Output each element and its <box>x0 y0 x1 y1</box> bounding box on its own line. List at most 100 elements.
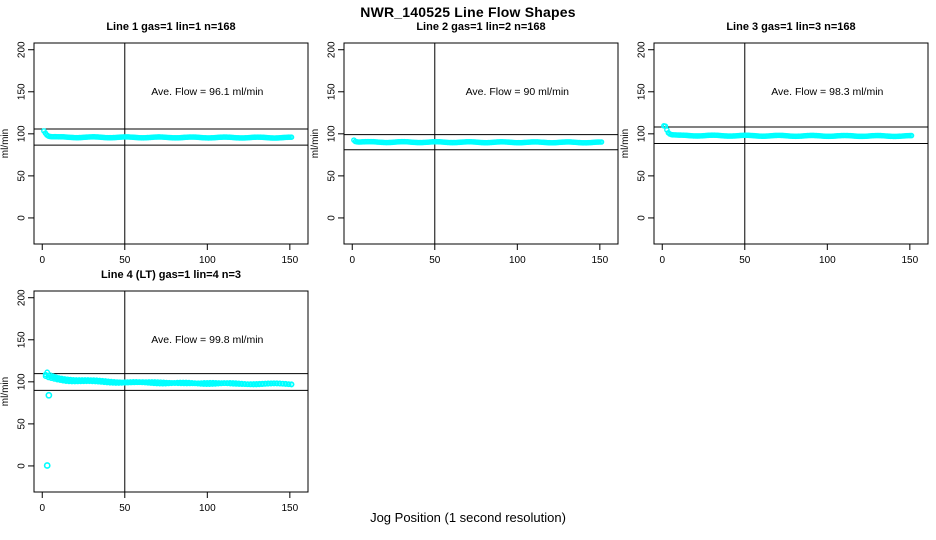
x-tick-label: 150 <box>281 255 298 266</box>
panel-line1: Line 1 gas=1 lin=1 n=168 0 50 100 150 200 0 50… <box>0 21 312 269</box>
data-point <box>117 379 123 386</box>
data-point <box>253 380 260 387</box>
x-tick-label: 0 <box>39 255 45 266</box>
data-point <box>102 378 109 384</box>
data-point <box>85 377 91 383</box>
data-point <box>233 381 240 387</box>
outlier-point <box>43 462 51 469</box>
data-point <box>79 377 85 383</box>
x-tick-label: 100 <box>819 255 836 266</box>
outlier-points <box>43 391 53 469</box>
y-tick-label: 50 <box>17 170 28 182</box>
x-tick-label: 150 <box>901 255 918 266</box>
data-point <box>44 369 51 376</box>
line1-flow <box>41 128 295 141</box>
y-tick-label: 150 <box>327 83 338 100</box>
data-point <box>50 373 56 379</box>
data-point <box>288 381 295 388</box>
ave-flow-annotation: Ave. Flow = 98.3 ml/min <box>771 86 883 98</box>
data-point <box>125 379 132 386</box>
y-tick-label: 150 <box>637 83 648 100</box>
data-point <box>108 378 114 385</box>
axes <box>338 42 619 250</box>
x-tick-label: 50 <box>119 255 131 266</box>
data-point <box>58 375 65 382</box>
reference-lines <box>34 291 308 492</box>
data-point <box>250 381 257 387</box>
data-point <box>271 380 277 387</box>
data-point <box>140 379 146 385</box>
y-tick-label: 0 <box>327 215 338 221</box>
x-tick-label: 50 <box>739 255 751 266</box>
data-point <box>175 380 181 387</box>
data-point <box>288 134 295 140</box>
x-tick-label: 100 <box>199 255 216 266</box>
y-axis-label: ml/min <box>620 129 631 158</box>
axes <box>648 42 929 250</box>
data-point <box>73 377 80 383</box>
data-point <box>236 381 242 387</box>
tick-labels: 0 50 100 150 200 0 50 100 150 ml/min <box>0 41 299 266</box>
data-point <box>163 379 170 386</box>
data-point <box>908 132 915 139</box>
axes <box>28 290 309 498</box>
data-point <box>224 380 231 387</box>
panel-line2: Line 2 gas=1 lin=2 n=168 0 50 100 150 200 0 50… <box>310 21 622 269</box>
data-point <box>215 380 222 386</box>
x-tick-label: 50 <box>119 503 131 514</box>
data-point <box>262 380 269 387</box>
tick-labels: 0 50 100 150 200 0 50 100 150 ml/min <box>0 289 299 514</box>
y-axis-label: ml/min <box>0 377 11 406</box>
data-point <box>195 380 202 386</box>
y-tick-label: 200 <box>637 41 648 58</box>
data-point <box>279 380 286 387</box>
x-axis-label: Jog Position (1 second resolution) <box>370 510 566 525</box>
data-point <box>247 381 254 387</box>
panel-line4-chart: 0 50 100 150 200 0 50 100 150 ml/min Ave. Flow = 9… <box>0 289 309 514</box>
data-point <box>213 379 219 386</box>
data-point <box>114 379 120 385</box>
data-point <box>111 378 117 385</box>
data-point <box>146 379 152 385</box>
data-point <box>149 379 155 385</box>
panel-line3-chart: 0 50 100 150 200 0 50 100 150 ml/min Ave. Flow = 9… <box>620 41 929 266</box>
data-point <box>218 380 225 386</box>
data-point <box>265 380 272 387</box>
data-point <box>47 372 53 378</box>
line3-flow <box>661 123 915 140</box>
data-point <box>61 376 68 382</box>
data-point <box>204 379 210 386</box>
panel-line2-chart: 0 50 100 150 200 0 50 100 150 ml/min Ave. Flow = 9… <box>310 41 619 266</box>
data-point <box>277 380 283 387</box>
y-tick-label: 50 <box>637 170 648 182</box>
y-tick-label: 100 <box>17 373 28 390</box>
data-point <box>99 377 106 384</box>
x-tick-label: 150 <box>591 255 608 266</box>
data-point <box>268 380 274 387</box>
panel-line4-title: Line 4 (LT) gas=1 lin=4 n=3 <box>100 269 242 281</box>
data-point <box>239 381 245 387</box>
data-point <box>227 380 234 387</box>
data-point <box>192 380 199 387</box>
tick-labels: 0 50 100 150 200 0 50 100 150 ml/min <box>620 41 919 266</box>
y-tick-label: 150 <box>17 331 28 348</box>
data-point <box>122 379 129 386</box>
data-point <box>152 379 158 385</box>
data-point <box>242 381 248 388</box>
data-point <box>64 376 71 383</box>
y-axis-label: ml/min <box>0 129 11 158</box>
outlier-point <box>45 391 53 399</box>
data-point <box>183 380 190 387</box>
data-point <box>198 380 205 386</box>
data-point <box>67 376 74 383</box>
data-point <box>245 381 251 387</box>
ave-flow-annotation: Ave. Flow = 96.1 ml/min <box>151 86 263 98</box>
y-tick-label: 150 <box>17 83 28 100</box>
reference-lines <box>654 43 928 244</box>
data-point <box>201 380 208 386</box>
tick-labels: 0 50 100 150 200 0 50 100 150 ml/min <box>310 41 609 266</box>
data-point <box>143 379 149 385</box>
y-tick-label: 100 <box>327 125 338 142</box>
data-point <box>96 377 103 384</box>
